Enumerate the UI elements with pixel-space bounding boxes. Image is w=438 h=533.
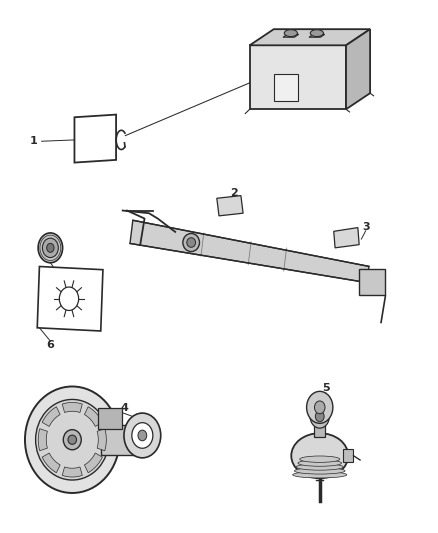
Bar (314, 422, 325, 437)
Ellipse shape (183, 233, 199, 252)
Text: 5: 5 (322, 383, 330, 393)
Polygon shape (130, 220, 369, 282)
Polygon shape (42, 453, 60, 473)
Polygon shape (62, 467, 82, 477)
Ellipse shape (293, 472, 347, 478)
Polygon shape (85, 453, 102, 473)
Ellipse shape (298, 460, 342, 466)
Bar (359, 269, 385, 295)
Polygon shape (250, 45, 346, 109)
Ellipse shape (284, 30, 297, 37)
Circle shape (314, 401, 325, 414)
Bar (101, 425, 143, 455)
Polygon shape (85, 407, 102, 426)
Ellipse shape (68, 435, 77, 445)
Bar (98, 408, 122, 429)
Ellipse shape (63, 430, 81, 450)
Ellipse shape (296, 464, 343, 470)
Polygon shape (346, 29, 370, 109)
Ellipse shape (25, 386, 120, 493)
Ellipse shape (187, 238, 195, 247)
Bar (274, 74, 298, 101)
Circle shape (138, 430, 147, 441)
Polygon shape (334, 228, 359, 248)
Circle shape (310, 405, 329, 428)
Polygon shape (74, 115, 116, 163)
Ellipse shape (35, 399, 109, 480)
Bar (343, 449, 353, 462)
Ellipse shape (291, 433, 348, 478)
Polygon shape (217, 196, 243, 216)
Text: 4: 4 (121, 403, 129, 413)
Polygon shape (62, 402, 82, 413)
Circle shape (132, 423, 153, 448)
Polygon shape (250, 29, 370, 45)
Circle shape (42, 238, 58, 257)
Polygon shape (309, 34, 325, 37)
Circle shape (38, 233, 63, 263)
Circle shape (307, 391, 333, 423)
Text: 3: 3 (362, 222, 370, 231)
Polygon shape (37, 266, 103, 331)
Circle shape (47, 244, 54, 252)
Text: 6: 6 (46, 341, 54, 350)
Text: 2: 2 (230, 188, 238, 198)
Circle shape (60, 287, 78, 310)
Text: 1: 1 (29, 136, 37, 146)
Circle shape (124, 413, 161, 458)
Polygon shape (97, 429, 106, 451)
Ellipse shape (310, 30, 323, 37)
Polygon shape (42, 407, 60, 426)
Ellipse shape (300, 456, 340, 462)
Polygon shape (283, 34, 299, 37)
Ellipse shape (294, 467, 345, 474)
Polygon shape (38, 429, 47, 451)
Circle shape (315, 411, 324, 422)
